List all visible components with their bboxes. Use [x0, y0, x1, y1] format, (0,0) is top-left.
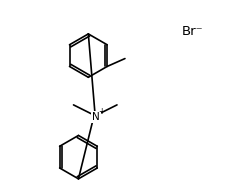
Text: Br⁻: Br⁻ — [181, 25, 203, 38]
Text: N: N — [92, 112, 100, 122]
Text: +: + — [97, 107, 104, 116]
